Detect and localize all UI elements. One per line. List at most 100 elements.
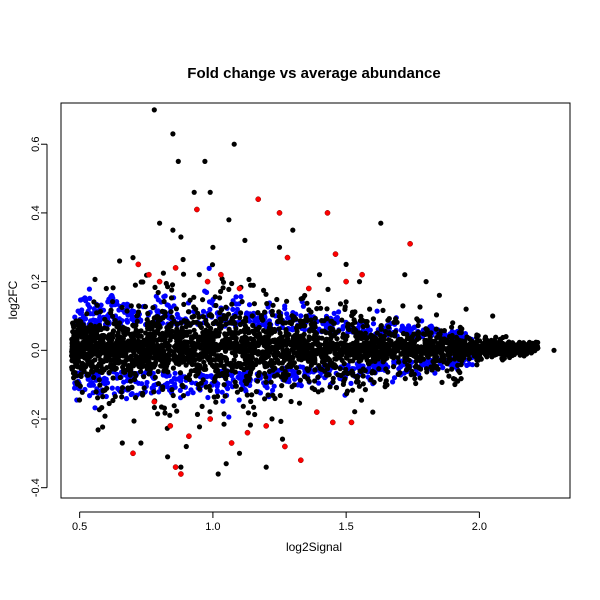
cloud-point [378, 326, 384, 332]
cloud-point [207, 306, 213, 313]
cloud-point [370, 321, 377, 327]
cloud-point [290, 362, 296, 368]
cloud-point [452, 350, 458, 356]
cloud-point [390, 364, 397, 370]
cloud-point [265, 392, 271, 398]
cloud-point [296, 369, 302, 375]
cloud-point [466, 347, 472, 353]
cloud-point [87, 295, 93, 301]
cloud-point [183, 375, 190, 381]
cloud-point [325, 355, 331, 361]
cloud-point [104, 357, 110, 364]
cloud-point [203, 351, 209, 357]
cloud-point [190, 349, 196, 355]
cloud-point [404, 346, 410, 352]
cloud-point [285, 315, 291, 321]
cloud-point [100, 394, 106, 400]
cloud-point [233, 335, 239, 341]
cloud-point [218, 359, 224, 365]
cloud-point [497, 338, 503, 344]
data-point [290, 227, 296, 233]
cloud-point [214, 383, 220, 389]
cloud-point [222, 393, 228, 399]
cloud-point [187, 329, 193, 335]
cloud-point [292, 332, 298, 339]
cloud-point [246, 276, 252, 283]
cloud-point [344, 333, 350, 339]
data-point [297, 457, 304, 464]
cloud-point [284, 347, 290, 353]
cloud-point [92, 405, 98, 411]
cloud-point [198, 380, 204, 386]
cloud-point [245, 340, 251, 346]
cloud-point [238, 386, 244, 392]
cloud-point [263, 340, 269, 346]
cloud-point [249, 392, 255, 398]
cloud-point [444, 368, 450, 374]
cloud-point [269, 416, 275, 422]
cloud-point [262, 396, 268, 402]
cloud-point [226, 414, 232, 420]
cloud-point [377, 376, 383, 382]
cloud-point [433, 312, 440, 318]
cloud-point [319, 359, 325, 365]
cloud-point [305, 354, 311, 361]
data-point [329, 419, 336, 426]
cloud-point [385, 324, 392, 330]
cloud-point [155, 289, 161, 296]
cloud-point [298, 313, 304, 319]
cloud-point [392, 345, 398, 351]
cloud-point [172, 353, 178, 360]
cloud-point [482, 336, 488, 342]
cloud-point [415, 329, 421, 335]
cloud-point [225, 311, 232, 317]
cloud-point [313, 331, 319, 337]
cloud-point [136, 303, 142, 309]
cloud-point [227, 381, 233, 387]
cloud-point [233, 330, 239, 336]
data-point [103, 285, 109, 292]
cloud-point [210, 335, 216, 341]
cloud-point [351, 325, 357, 331]
cloud-point [430, 338, 436, 344]
cloud-point [94, 302, 100, 308]
cloud-point [83, 330, 89, 336]
cloud-point [170, 392, 176, 399]
cloud-point [334, 314, 340, 321]
cloud-point [437, 334, 443, 341]
cloud-point [89, 364, 95, 370]
cloud-point [161, 405, 167, 411]
cloud-point [418, 366, 424, 372]
cloud-point [291, 382, 297, 388]
cloud-point [165, 284, 171, 290]
cloud-point [416, 349, 422, 355]
data-point [530, 340, 536, 346]
cloud-point [475, 333, 481, 339]
data-point [356, 279, 363, 285]
cloud-point [150, 361, 156, 368]
cloud-point [260, 336, 266, 343]
cloud-point [245, 410, 251, 416]
cloud-point [358, 313, 364, 319]
cloud-point [110, 335, 116, 341]
cloud-point [440, 345, 446, 352]
cloud-point [71, 375, 77, 381]
cloud-point [366, 359, 372, 365]
cloud-point [196, 424, 203, 430]
cloud-point [412, 376, 418, 382]
cloud-point [202, 288, 208, 294]
data-point [255, 196, 262, 203]
cloud-point [172, 357, 178, 363]
cloud-point [218, 288, 224, 295]
cloud-point [304, 300, 310, 306]
data-point [202, 158, 208, 164]
cloud-point [201, 347, 207, 353]
cloud-point [298, 333, 304, 339]
cloud-point [342, 304, 348, 310]
cloud-point [344, 391, 350, 397]
data-point [276, 244, 283, 250]
cloud-point [301, 351, 307, 357]
data-point [343, 261, 349, 267]
cloud-point [255, 310, 261, 316]
